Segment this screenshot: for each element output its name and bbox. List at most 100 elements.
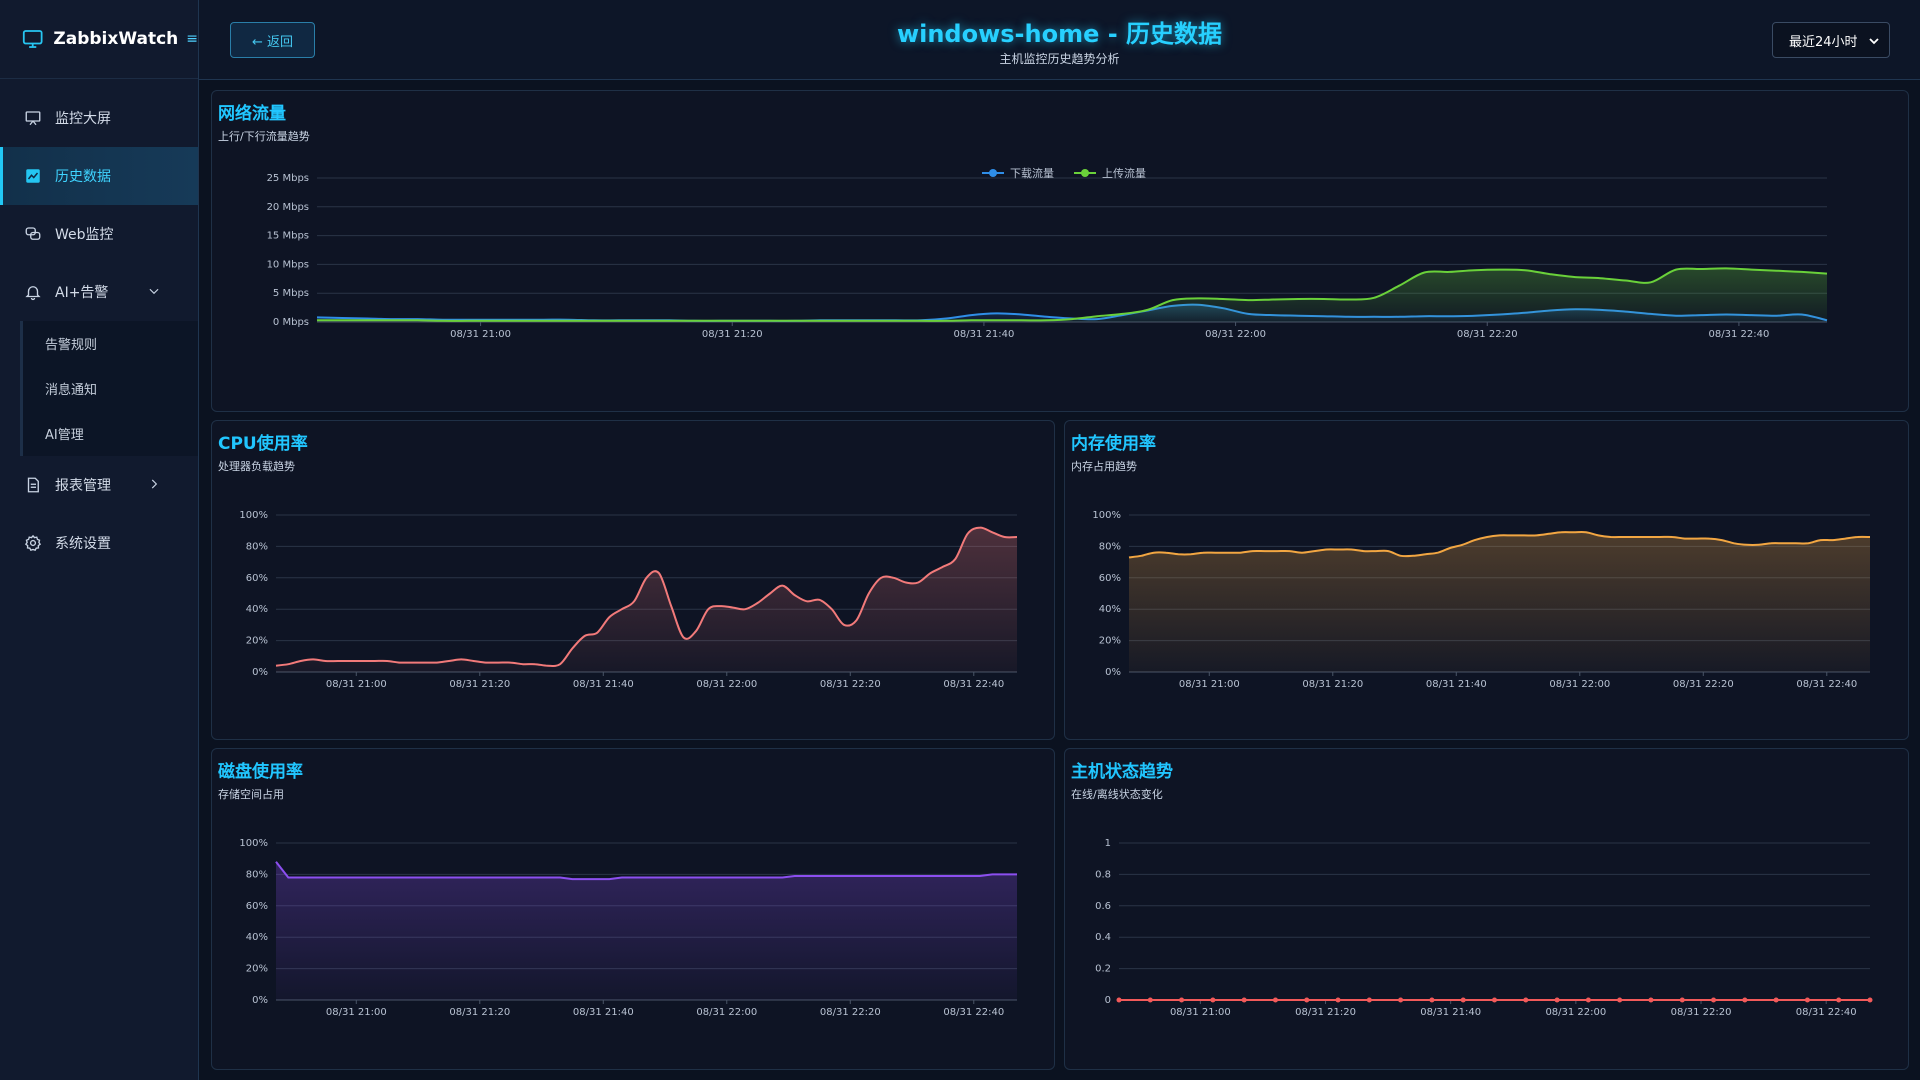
legend-marker xyxy=(1081,169,1089,177)
x-tick-label: 08/31 22:20 xyxy=(1671,1007,1732,1018)
data-point xyxy=(1460,997,1466,1003)
data-point xyxy=(1773,997,1779,1003)
y-tick-label: 60% xyxy=(1099,573,1121,584)
data-point xyxy=(1585,997,1591,1003)
brand: ZabbixWatch ≡ xyxy=(0,0,198,79)
x-tick-label: 08/31 21:40 xyxy=(1420,1007,1481,1018)
chart-icon xyxy=(26,169,40,183)
data-point xyxy=(1147,997,1153,1003)
chat-icon xyxy=(25,227,41,240)
sidebar-subitem-ai-manage[interactable]: AI管理 xyxy=(23,411,198,456)
sidebar: ZabbixWatch ≡ 监控大屏 历史数据 Web监控 xyxy=(0,0,199,1080)
data-point xyxy=(1867,997,1873,1003)
x-tick-label: 08/31 22:40 xyxy=(1796,1007,1857,1018)
sidebar-item-history[interactable]: 历史数据 xyxy=(0,147,198,205)
y-tick-label: 0% xyxy=(252,667,268,678)
data-point xyxy=(1272,997,1278,1003)
sidebar-item-label: 报表管理 xyxy=(55,478,111,494)
y-tick-label: 40% xyxy=(246,604,268,615)
time-range-value: 最近24小时 xyxy=(1789,34,1858,50)
menu-collapse-icon[interactable]: ≡ xyxy=(186,31,198,47)
panel-subtitle: 上行/下行流量趋势 xyxy=(218,130,310,143)
data-point xyxy=(1335,997,1341,1003)
panel-title: 主机状态趋势 xyxy=(1071,762,1173,782)
chevron-down-icon xyxy=(1869,38,1879,45)
data-point xyxy=(1804,997,1810,1003)
back-button[interactable]: ← 返回 xyxy=(230,22,315,58)
y-tick-label: 100% xyxy=(1092,510,1121,521)
data-point xyxy=(1679,997,1685,1003)
gear-icon xyxy=(24,534,42,552)
legend-label: 上传流量 xyxy=(1102,166,1146,180)
x-tick-label: 08/31 22:00 xyxy=(1545,1007,1606,1018)
x-tick-label: 08/31 22:20 xyxy=(820,679,881,690)
memory-usage-chart: 0% 20% 40% 60% 80% 100% 08/31 21:00 08/31 21:20… xyxy=(1092,510,1871,690)
data-point xyxy=(1836,997,1842,1003)
disk-usage-panel: 0% 20% 40% 60% 80% 100% 08/31 21:00 08/31 21:20… xyxy=(211,748,1055,1070)
x-tick-label: 08/31 22:40 xyxy=(943,679,1004,690)
network-traffic-panel: 0 Mbps 5 Mbps 10 Mbps 15 Mbps 20 Mbps 25 Mbps… xyxy=(211,90,1909,412)
y-tick-label: 80% xyxy=(246,869,268,880)
y-tick-label: 100% xyxy=(239,510,268,521)
y-tick-label: 0.2 xyxy=(1095,964,1111,975)
data-point xyxy=(1116,997,1122,1003)
data-point xyxy=(1617,997,1623,1003)
x-tick-label: 08/31 21:20 xyxy=(702,329,763,340)
y-tick-label: 5 Mbps xyxy=(273,288,309,299)
y-tick-label: 0% xyxy=(1105,667,1121,678)
data-point xyxy=(1179,997,1185,1003)
sidebar-subitem-alert-rules[interactable]: 告警规则 xyxy=(23,321,198,366)
y-tick-label: 80% xyxy=(246,541,268,552)
y-tick-label: 60% xyxy=(246,573,268,584)
sidebar-item-label: AI+告警 xyxy=(55,285,109,301)
x-tick-label: 08/31 21:20 xyxy=(449,1007,510,1018)
data-point xyxy=(1429,997,1435,1003)
y-tick-label: 0 xyxy=(1105,995,1111,1006)
x-tick-label: 08/31 21:00 xyxy=(1170,1007,1231,1018)
memory-usage-panel: 0% 20% 40% 60% 80% 100% 08/31 21:00 08/31 21:20… xyxy=(1064,420,1909,740)
series-line xyxy=(275,861,1017,881)
sidebar-item-reports[interactable]: 报表管理 xyxy=(0,456,198,514)
series-area xyxy=(276,527,1017,672)
x-tick-label: 08/31 22:20 xyxy=(820,1007,881,1018)
cpu-usage-chart: 0% 20% 40% 60% 80% 100% 08/31 21:00 08/31 21:20… xyxy=(239,510,1018,690)
sidebar-item-ai-alerts[interactable]: AI+告警 xyxy=(0,263,198,321)
sidebar-item-settings[interactable]: 系统设置 xyxy=(0,514,198,572)
monitor-icon xyxy=(22,30,43,48)
ai-alerts-submenu: 告警规则 消息通知 AI管理 xyxy=(20,321,198,456)
series-area xyxy=(1129,532,1870,672)
host-status-panel: 0 0.2 0.4 0.6 0.8 1 08/31 21:00 08/31 21:20 08/3… xyxy=(1064,748,1909,1070)
sidebar-subitem-notifications[interactable]: 消息通知 xyxy=(23,366,198,411)
x-tick-label: 08/31 22:40 xyxy=(943,1007,1004,1018)
data-point xyxy=(1554,997,1560,1003)
series-line xyxy=(316,267,1828,322)
chevron-right-icon xyxy=(151,479,158,489)
y-tick-label: 0.4 xyxy=(1095,932,1111,943)
sidebar-subitem-label: 告警规则 xyxy=(45,338,98,353)
x-tick-label: 08/31 21:00 xyxy=(450,329,511,340)
sidebar-subitem-label: AI管理 xyxy=(45,428,84,443)
y-tick-label: 40% xyxy=(246,932,268,943)
data-point xyxy=(1366,997,1372,1003)
sidebar-item-web-monitor[interactable]: Web监控 xyxy=(0,205,198,263)
x-tick-label: 08/31 21:40 xyxy=(954,329,1015,340)
time-range-select[interactable]: 最近24小时 xyxy=(1772,22,1890,58)
x-tick-label: 08/31 22:40 xyxy=(1709,329,1770,340)
y-tick-label: 1 xyxy=(1105,838,1111,849)
document-icon xyxy=(27,477,39,493)
x-tick-label: 08/31 21:00 xyxy=(1179,679,1240,690)
y-tick-label: 0.6 xyxy=(1095,901,1111,912)
presentation-icon xyxy=(25,111,41,126)
panel-subtitle: 处理器负载趋势 xyxy=(218,460,295,473)
panel-subtitle: 内存占用趋势 xyxy=(1071,460,1137,473)
legend-marker xyxy=(989,169,997,177)
page-header: ← 返回 windows-home - 历史数据 主机监控历史趋势分析 最近24… xyxy=(199,0,1920,80)
network-traffic-chart: 0 Mbps 5 Mbps 10 Mbps 15 Mbps 20 Mbps 25 Mbps… xyxy=(267,166,1828,340)
sidebar-item-dashboard[interactable]: 监控大屏 xyxy=(0,89,198,147)
data-point xyxy=(1742,997,1748,1003)
panel-title: 内存使用率 xyxy=(1071,434,1156,454)
page-subtitle: 主机监控历史趋势分析 xyxy=(999,52,1120,66)
series-line xyxy=(1128,531,1871,559)
y-tick-label: 80% xyxy=(1099,541,1121,552)
bell-icon xyxy=(25,286,41,301)
